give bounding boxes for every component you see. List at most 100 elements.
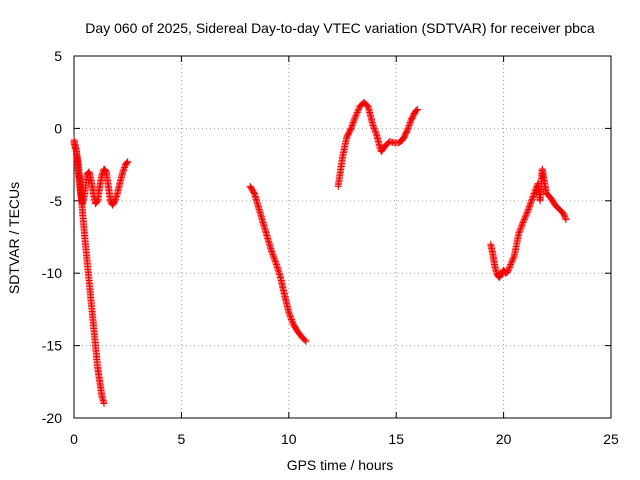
data-point xyxy=(111,197,119,205)
data-point xyxy=(124,158,132,166)
y-tick-label: 5 xyxy=(54,48,62,64)
data-point-fill xyxy=(109,198,118,208)
chart-title: Day 060 of 2025, Sidereal Day-to-day VTE… xyxy=(85,20,595,36)
data-point-fill xyxy=(387,138,397,146)
data-point-fill xyxy=(285,310,297,326)
data-point-fill xyxy=(247,184,258,196)
data-point-fill xyxy=(383,139,393,149)
data-point-fill xyxy=(268,249,279,266)
data-point-fill xyxy=(357,99,367,110)
plot-frame xyxy=(73,55,612,419)
data-point-fill xyxy=(528,187,539,203)
data-point-fill xyxy=(348,114,359,131)
data-point-fill xyxy=(87,300,97,326)
y-tick-label: 0 xyxy=(54,120,62,136)
y-tick-labels: 5 0 -5 -10 -15 -20 xyxy=(42,48,62,426)
data-point xyxy=(351,113,359,121)
data-point-fill xyxy=(544,191,554,201)
x-tick-label: 15 xyxy=(388,431,404,447)
data-point-fill xyxy=(122,159,131,168)
x-tick-label: 20 xyxy=(496,431,512,447)
data-point xyxy=(414,106,422,114)
data-point xyxy=(302,337,310,345)
data-point-fill xyxy=(101,166,109,175)
series-segment-2 xyxy=(246,182,310,345)
data-point-fill xyxy=(515,220,526,237)
data-point-fill xyxy=(378,143,389,154)
data-point-fill xyxy=(395,137,406,146)
x-tick-label: 25 xyxy=(603,431,619,447)
x-tick-label: 0 xyxy=(70,431,78,447)
data-point-fill xyxy=(105,184,114,203)
data-point-fill xyxy=(500,267,509,276)
data-point-fill xyxy=(259,220,271,240)
data-point xyxy=(523,208,531,216)
data-point xyxy=(515,230,523,238)
data-point-fill xyxy=(361,99,371,110)
x-axis-ticks xyxy=(73,56,612,418)
data-point xyxy=(119,166,127,174)
data-point xyxy=(100,400,108,408)
data-point-fill xyxy=(557,207,567,217)
data-point-fill xyxy=(264,234,275,254)
data-point-fill xyxy=(496,270,505,280)
data-point-fill xyxy=(96,379,106,399)
data-point-fill xyxy=(552,202,562,212)
data-point-fill xyxy=(520,210,531,225)
data-point-fill xyxy=(83,256,93,283)
y-tick-label: -5 xyxy=(50,193,63,209)
data-point xyxy=(560,210,568,218)
data-point xyxy=(369,120,377,128)
data-point-fill xyxy=(290,321,301,334)
series-segment-4 xyxy=(487,165,570,282)
data-point-fill xyxy=(85,278,95,305)
data-point-fill xyxy=(94,365,104,384)
data-point-fill xyxy=(79,210,89,239)
data-point-fill xyxy=(339,135,350,160)
series-segment-3 xyxy=(334,98,422,190)
data-point-fill xyxy=(489,252,499,270)
data-point-fill xyxy=(507,253,518,269)
data-point xyxy=(504,268,512,276)
y-axis-ticks xyxy=(74,55,611,419)
data-point-fill xyxy=(120,162,129,173)
data-point-fill xyxy=(403,117,415,134)
data-point-fill xyxy=(373,133,385,154)
data-point-fill xyxy=(524,198,535,215)
grid-lines xyxy=(74,56,611,418)
y-tick-label: -20 xyxy=(42,410,62,426)
data-point-fill xyxy=(343,126,354,140)
data-point-fill xyxy=(294,328,305,340)
x-tick-labels: 0 5 10 15 20 25 xyxy=(70,431,619,447)
data-point-fill xyxy=(511,232,522,258)
data-point-fill xyxy=(399,129,410,143)
data-point-fill xyxy=(413,106,421,114)
data-point-fill xyxy=(352,104,363,119)
x-axis-label: GPS time / hours xyxy=(287,457,394,473)
y-tick-label: -10 xyxy=(42,265,62,281)
data-point xyxy=(506,262,514,270)
y-tick-label: -15 xyxy=(42,338,62,354)
data-point-fill xyxy=(281,292,292,315)
data-point-fill xyxy=(334,155,346,189)
data-point xyxy=(268,247,276,255)
x-tick-label: 5 xyxy=(178,431,186,447)
data-point-fill xyxy=(299,334,309,344)
data-point xyxy=(403,127,411,135)
data-points xyxy=(70,98,570,408)
data-point xyxy=(528,197,536,205)
data-point-fill xyxy=(369,122,380,138)
data-point xyxy=(562,216,570,224)
data-point-fill xyxy=(92,343,101,370)
data-point-fill xyxy=(102,169,112,189)
data-point-fill xyxy=(560,211,569,222)
data-point-fill xyxy=(548,195,558,208)
x-tick-label: 10 xyxy=(281,431,297,447)
data-point-fill xyxy=(277,274,288,297)
y-axis-label: SDTVAR / TECUs xyxy=(6,182,22,294)
data-point-fill xyxy=(81,235,91,261)
data-point-fill xyxy=(255,205,267,225)
series-segment-1-oscillating-track xyxy=(70,139,132,209)
data-point-fill xyxy=(365,104,376,127)
